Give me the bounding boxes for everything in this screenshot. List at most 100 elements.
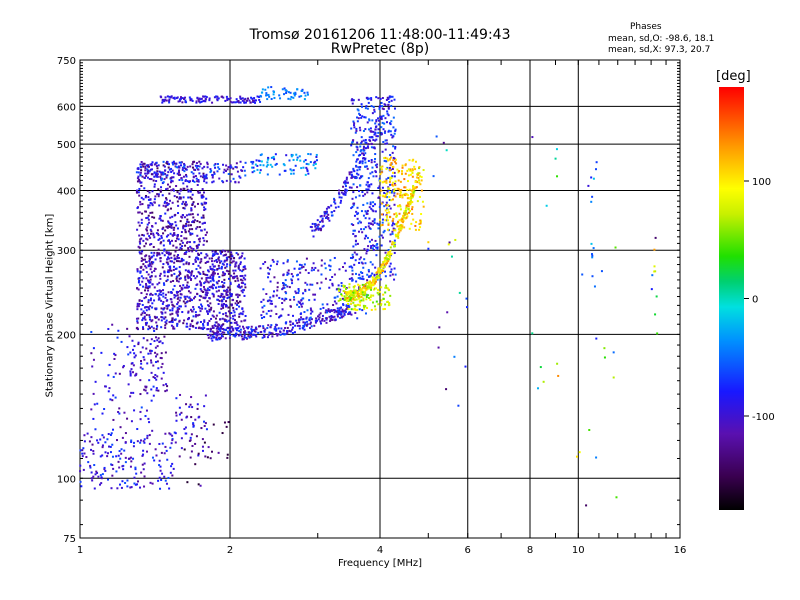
data-point	[362, 278, 365, 281]
data-point	[183, 162, 186, 165]
data-point	[427, 247, 430, 250]
data-point	[342, 266, 345, 269]
data-point	[210, 274, 213, 277]
data-point	[136, 326, 139, 329]
data-point	[129, 456, 132, 459]
data-point	[87, 461, 90, 464]
data-point	[314, 167, 317, 170]
data-point	[198, 100, 201, 103]
data-point	[225, 425, 228, 428]
data-point	[313, 324, 316, 327]
data-point	[213, 96, 216, 99]
data-point	[214, 162, 217, 165]
data-point	[338, 268, 341, 271]
data-point	[321, 317, 324, 320]
data-point	[126, 346, 129, 349]
data-point	[352, 291, 355, 294]
data-point	[164, 296, 167, 299]
data-point	[286, 260, 289, 263]
data-point	[144, 172, 147, 175]
data-point	[143, 297, 146, 300]
data-point	[401, 170, 404, 173]
data-point	[345, 176, 348, 179]
data-point	[298, 95, 301, 98]
data-point	[191, 163, 194, 166]
data-point	[233, 318, 236, 321]
data-point	[348, 277, 351, 280]
data-point	[137, 221, 140, 224]
data-point	[333, 315, 336, 318]
data-point	[385, 201, 388, 204]
data-point	[160, 326, 163, 329]
data-point	[306, 91, 309, 94]
data-point	[230, 255, 233, 258]
data-point	[175, 185, 178, 188]
data-point	[179, 243, 182, 246]
data-point	[94, 428, 97, 431]
data-point	[223, 274, 226, 277]
data-point	[92, 358, 95, 361]
data-point	[328, 264, 331, 267]
data-point	[400, 225, 403, 228]
data-point	[197, 191, 200, 194]
data-point	[146, 339, 149, 342]
data-point	[292, 96, 295, 99]
data-point	[145, 174, 148, 177]
data-point	[373, 147, 376, 150]
data-point	[183, 225, 186, 228]
data-point	[273, 328, 276, 331]
data-point	[189, 245, 192, 248]
data-point	[196, 168, 199, 171]
data-point	[316, 219, 319, 222]
data-point	[267, 86, 270, 89]
data-point	[346, 189, 349, 192]
data-point	[161, 442, 164, 445]
data-point	[377, 267, 380, 270]
data-point	[204, 296, 207, 299]
data-point	[364, 107, 367, 110]
data-point	[290, 172, 293, 175]
data-point	[154, 346, 157, 349]
data-point	[333, 300, 336, 303]
data-point	[362, 297, 365, 300]
data-point	[304, 159, 307, 162]
data-point	[169, 216, 172, 219]
data-point	[376, 222, 379, 225]
data-point	[379, 278, 382, 281]
data-point	[196, 252, 199, 255]
data-point	[375, 120, 378, 123]
data-point	[226, 320, 229, 323]
data-point	[212, 315, 215, 318]
data-point	[110, 432, 113, 435]
data-point	[162, 295, 165, 298]
data-point	[352, 204, 355, 207]
data-point	[175, 260, 178, 263]
data-point	[321, 217, 324, 220]
data-point	[149, 236, 152, 239]
data-point	[170, 301, 173, 304]
data-point	[162, 99, 165, 102]
data-point	[283, 164, 286, 167]
data-point	[151, 211, 154, 214]
data-point	[165, 201, 168, 204]
data-point	[149, 343, 152, 346]
data-point	[350, 299, 353, 302]
data-point	[341, 308, 344, 311]
data-point	[234, 335, 237, 338]
data-point	[139, 379, 142, 382]
data-point	[176, 191, 179, 194]
data-point	[343, 285, 346, 288]
data-point	[346, 293, 349, 296]
data-point	[364, 193, 367, 196]
data-point	[363, 307, 366, 310]
data-point	[234, 263, 237, 266]
data-point	[231, 315, 234, 318]
data-point	[310, 318, 313, 321]
data-point	[348, 295, 351, 298]
data-point	[187, 189, 190, 192]
data-point	[200, 229, 203, 232]
data-point	[384, 156, 387, 159]
data-point	[369, 261, 372, 264]
data-point	[203, 282, 206, 285]
